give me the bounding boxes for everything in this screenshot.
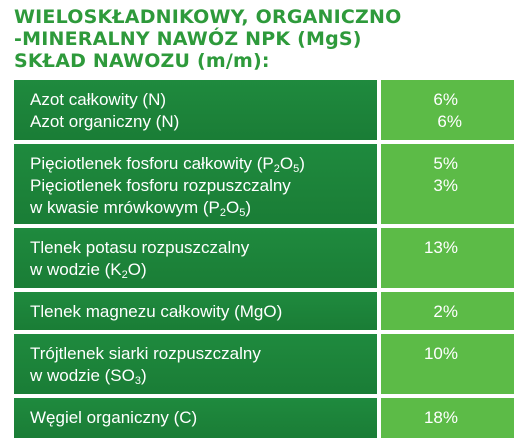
row-label-cell: Węgiel organiczny (C) xyxy=(14,398,377,438)
table-row-potassium: Tlenek potasu rozpuszczalny w wodzie (K2… xyxy=(14,228,514,288)
row-label: w wodzie (K2O) xyxy=(30,260,147,281)
row-value-cell: 13% xyxy=(381,228,514,288)
row-value: 18% xyxy=(423,408,458,427)
row-value: 13% xyxy=(423,238,458,257)
row-value-cell: 18% xyxy=(381,398,514,438)
row-value-cell: 6% 6% xyxy=(381,80,514,140)
row-label: Azot całkowity (N) xyxy=(30,90,167,109)
table-row-sulfur: Trójtlenek siarki rozpuszczalny w wodzie… xyxy=(14,334,514,394)
row-label-cell: Tlenek potasu rozpuszczalny w wodzie (K2… xyxy=(14,228,377,288)
row-label-cell: Pięciotlenek fosforu całkowity (P2O5) Pi… xyxy=(14,144,377,224)
row-value: 6% xyxy=(437,112,462,131)
row-label: Pięciotlenek fosforu całkowity (P2O5) xyxy=(30,154,305,175)
table-row-magnesium: Tlenek magnezu całkowity (MgO) 2% xyxy=(14,292,514,330)
row-label: Pięciotlenek fosforu rozpuszczalny xyxy=(30,176,291,195)
row-label-cell: Trójtlenek siarki rozpuszczalny w wodzie… xyxy=(14,334,377,394)
row-label: Trójtlenek siarki rozpuszczalny xyxy=(30,344,261,363)
row-label: Tlenek potasu rozpuszczalny xyxy=(30,238,250,257)
row-value-cell: 10% xyxy=(381,334,514,394)
row-value: 2% xyxy=(433,302,458,321)
table-row-phosphorus: Pięciotlenek fosforu całkowity (P2O5) Pi… xyxy=(14,144,514,224)
row-label: Węgiel organiczny (C) xyxy=(30,408,198,427)
row-value-cell: 5% 3% xyxy=(381,144,514,224)
fertilizer-header: WIELOSKŁADNIKOWY, ORGANICZNO -MINERALNY … xyxy=(14,6,514,72)
header-line-2: -MINERALNY NAWÓZ NPK (MgS) xyxy=(14,28,362,50)
row-value: 3% xyxy=(433,176,458,195)
row-label: w kwasie mrówkowym (P2O5) xyxy=(30,198,252,219)
row-label-cell: Tlenek magnezu całkowity (MgO) xyxy=(14,292,377,330)
row-value: 5% xyxy=(433,154,458,173)
row-value-cell: 2% xyxy=(381,292,514,330)
header-line-3: SKŁAD NAWOZU (m/m): xyxy=(14,50,270,72)
row-label-cell: Azot całkowity (N) Azot organiczny (N) xyxy=(14,80,377,140)
row-label: Azot organiczny (N) xyxy=(30,112,180,131)
row-value: 10% xyxy=(423,344,458,363)
row-label: Tlenek magnezu całkowity (MgO) xyxy=(30,302,283,321)
table-row-carbon: Węgiel organiczny (C) 18% xyxy=(14,398,514,438)
header-line-1: WIELOSKŁADNIKOWY, ORGANICZNO xyxy=(14,6,402,28)
row-value: 6% xyxy=(433,90,458,109)
row-label: w wodzie (SO3) xyxy=(30,366,147,387)
table-row-nitrogen: Azot całkowity (N) Azot organiczny (N) 6… xyxy=(14,80,514,140)
